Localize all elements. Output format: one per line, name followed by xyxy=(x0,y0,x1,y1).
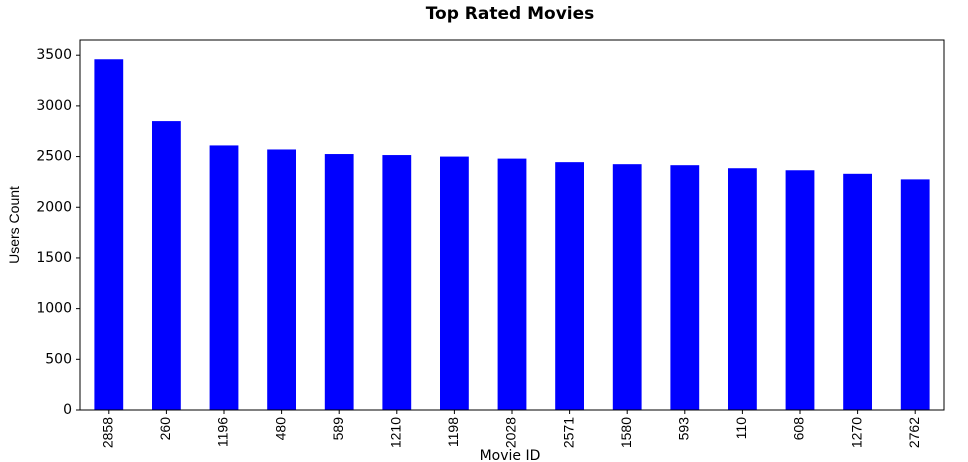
bar-1196 xyxy=(209,145,239,410)
x-tick-label-2762: 2762 xyxy=(906,417,922,448)
x-tick-label-1198: 1198 xyxy=(445,417,461,447)
y-tick-label-2000: 2000 xyxy=(36,199,72,215)
y-axis-label: Users Count xyxy=(6,186,22,264)
x-tick-label-480: 480 xyxy=(272,417,288,441)
bar-1270 xyxy=(843,173,872,410)
bar-2571 xyxy=(555,162,584,410)
x-axis-label: Movie ID xyxy=(480,448,541,462)
bar-1210 xyxy=(382,155,412,410)
bar-2028 xyxy=(497,158,527,410)
bar-480 xyxy=(267,149,296,411)
x-tick-label-593: 593 xyxy=(676,417,692,441)
bars-group xyxy=(94,59,930,411)
y-tick-label-2500: 2500 xyxy=(36,149,72,165)
chart-title: Top Rated Movies xyxy=(426,4,595,24)
x-tick-label-1210: 1210 xyxy=(388,417,404,448)
bar-593 xyxy=(670,165,700,410)
x-tick-label-2571: 2571 xyxy=(560,417,576,448)
y-tick-label-1000: 1000 xyxy=(36,301,72,317)
x-tick-label-2858: 2858 xyxy=(100,417,116,448)
bar-1198 xyxy=(440,156,469,410)
bar-2858 xyxy=(94,59,124,410)
bar-1580 xyxy=(612,164,642,410)
x-tick-label-1270: 1270 xyxy=(848,417,864,448)
x-tick-label-608: 608 xyxy=(791,417,807,441)
x-tick-label-260: 260 xyxy=(157,417,173,441)
y-tick-label-3500: 3500 xyxy=(36,47,72,63)
bar-110 xyxy=(728,168,757,410)
bar-589 xyxy=(324,154,354,410)
x-tick-label-1580: 1580 xyxy=(618,417,634,448)
x-tick-label-1196: 1196 xyxy=(215,417,231,447)
bar-608 xyxy=(785,170,815,410)
x-tick-label-110: 110 xyxy=(733,417,749,440)
bar-260 xyxy=(152,121,181,411)
y-tick-label-1500: 1500 xyxy=(36,250,72,266)
x-tick-label-2028: 2028 xyxy=(503,417,519,448)
x-tick-label-589: 589 xyxy=(330,417,346,441)
y-axis-ticks: 0 500 1000 1500 2000 2500 3000 3500 xyxy=(36,47,80,418)
y-tick-label-500: 500 xyxy=(45,351,72,367)
bar-2762 xyxy=(900,179,930,410)
x-axis-ticks: 2858 260 1196 480 589 1210 1198 2028 2571 1580 593… xyxy=(100,410,922,448)
y-tick-label-0: 0 xyxy=(63,402,72,418)
y-tick-label-3000: 3000 xyxy=(36,98,72,114)
